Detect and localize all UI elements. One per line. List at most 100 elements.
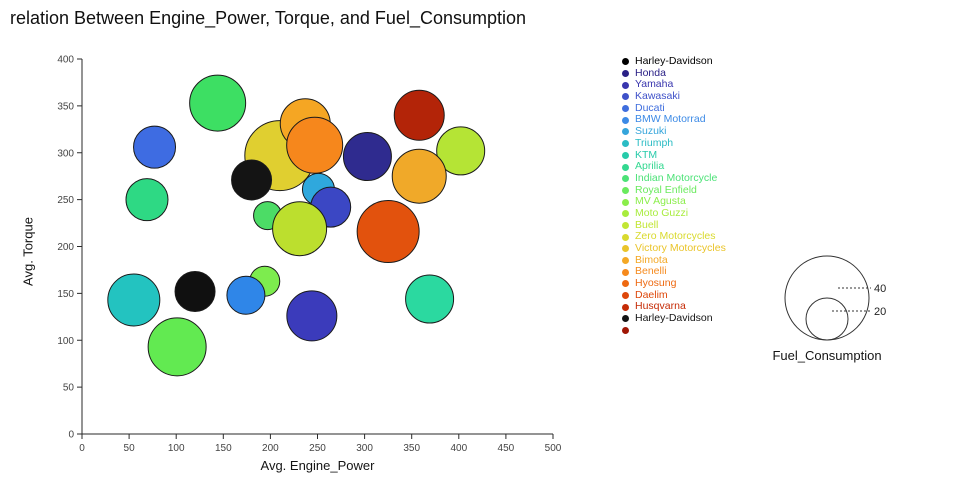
legend-item[interactable]: Zero Motorcycles [622, 231, 726, 243]
x-axis-title: Avg. Engine_Power [260, 458, 375, 473]
bubble[interactable] [189, 74, 247, 132]
legend-swatch-icon [622, 70, 629, 78]
y-tick-label: 350 [57, 101, 74, 112]
bubble[interactable] [231, 159, 273, 201]
bubble[interactable] [272, 201, 328, 257]
legend-label: Aprilia [635, 160, 665, 173]
legend-swatch-icon [622, 175, 629, 183]
legend-swatch-icon [622, 140, 629, 148]
size-legend-small-circle [805, 297, 849, 341]
legend-item[interactable]: Moto Guzzi [622, 207, 726, 220]
legend-label: Victory Motorcycles [635, 242, 726, 254]
bubble[interactable] [356, 200, 420, 263]
legend-item[interactable]: Hyosung [622, 277, 726, 290]
legend-swatch-icon [622, 245, 629, 253]
legend-item[interactable]: BMW Motorrad [622, 114, 726, 126]
bubble[interactable] [174, 271, 216, 312]
bubble[interactable] [286, 290, 338, 342]
bubble[interactable] [436, 126, 486, 176]
y-tick-label: 0 [68, 430, 74, 441]
bubble[interactable] [286, 116, 344, 174]
x-tick-label: 500 [545, 443, 562, 454]
legend-swatch-icon [622, 327, 629, 335]
size-legend-value-big: 40 [874, 283, 886, 295]
legend-item[interactable]: Kawasaki [622, 90, 726, 103]
legend-label: Hyosung [635, 277, 677, 290]
size-legend-title: Fuel_Consumption [772, 348, 882, 363]
legend-item[interactable]: Royal Enfield [622, 183, 726, 197]
y-axis-title: Avg. Torque [20, 217, 36, 286]
legend-label: Kawasaki [635, 90, 680, 103]
legend-swatch-icon [622, 292, 629, 300]
legend-swatch-icon [622, 128, 629, 136]
legend-label: Royal Enfield [635, 183, 697, 196]
bubble[interactable] [125, 178, 169, 222]
chart-title: relation Between Engine_Power, Torque, a… [10, 8, 527, 28]
legend-item[interactable]: Ducati [622, 101, 726, 115]
legend-swatch-icon [622, 257, 629, 265]
x-tick-label: 150 [215, 443, 232, 454]
x-tick-label: 450 [498, 443, 515, 454]
legend-swatch-icon [622, 198, 629, 206]
legend-item[interactable]: Victory Motorcycles [622, 242, 726, 255]
legend-item[interactable]: Indian Motorcycle [622, 171, 726, 185]
legend-item[interactable]: Harley-Davidson [622, 312, 726, 325]
legend-swatch-icon [622, 280, 629, 288]
legend-item[interactable]: Benelli [622, 266, 726, 278]
legend-swatch-icon [622, 303, 629, 311]
legend-item[interactable]: Daelim [622, 289, 726, 302]
scatter-plot: 0 50 100 150 200 250 300 350 400 450 500 0 50 100 150 2… [57, 55, 562, 455]
legend-label: Benelli [635, 265, 667, 278]
legend-item[interactable]: KTM [622, 148, 726, 162]
legend-swatch-icon [622, 163, 629, 171]
legend-label: Honda [635, 66, 666, 79]
bubble[interactable] [107, 273, 161, 327]
legend-label: Triumph [635, 136, 674, 149]
bubble[interactable] [391, 148, 447, 204]
legend-label: Husqvarna [635, 300, 686, 313]
legend-item[interactable]: Yamaha [622, 79, 726, 91]
legend-item[interactable]: Aprilia [622, 160, 726, 173]
legend-label: Harley-Davidson [635, 55, 713, 67]
legend-label: Ducati [635, 101, 665, 114]
legend-label: Suzuki [635, 125, 667, 138]
y-tick-label: 150 [57, 289, 74, 300]
legend-item[interactable]: Honda [622, 66, 726, 80]
bubble[interactable] [393, 89, 445, 141]
y-tick-label: 300 [57, 148, 74, 159]
legend-item[interactable]: Buell [622, 219, 726, 232]
x-tick-label: 50 [124, 443, 136, 454]
legend-label: Indian Motorcycle [635, 171, 718, 184]
legend-swatch-icon [622, 210, 629, 218]
size-legend-value-small: 20 [874, 306, 886, 318]
legend-swatch-icon [622, 151, 629, 159]
bubble[interactable] [147, 317, 207, 377]
bubble[interactable] [342, 132, 392, 181]
x-tick-label: 350 [403, 443, 420, 454]
legend-item[interactable]: MV Agusta [622, 196, 726, 208]
legend-label: KTM [635, 148, 658, 161]
legend-item[interactable] [622, 325, 726, 337]
size-legend: 40 20 [784, 255, 886, 341]
legend-item[interactable]: Bimota [622, 254, 726, 267]
legend-swatch-icon [622, 233, 629, 241]
legend-item[interactable]: Harley-Davidson [622, 55, 726, 68]
legend-swatch-icon [622, 186, 629, 194]
legend-swatch-icon [622, 58, 629, 66]
legend-swatch-icon [622, 93, 629, 101]
y-tick-label: 50 [63, 383, 75, 394]
legend-item[interactable]: Triumph [622, 136, 726, 150]
legend-item[interactable]: Suzuki [622, 125, 726, 138]
y-tick-label: 400 [57, 55, 74, 66]
legend-label: BMW Motorrad [635, 113, 706, 126]
legend-item[interactable]: Husqvarna [622, 301, 726, 313]
x-tick-label: 300 [356, 443, 373, 454]
bubble[interactable] [133, 125, 177, 169]
legend-swatch-icon [622, 315, 629, 323]
bubble[interactable] [226, 275, 266, 315]
y-tick-label: 200 [57, 242, 74, 253]
x-tick-label: 0 [79, 443, 85, 454]
bubble[interactable] [405, 274, 455, 324]
legend-swatch-icon [622, 221, 629, 229]
